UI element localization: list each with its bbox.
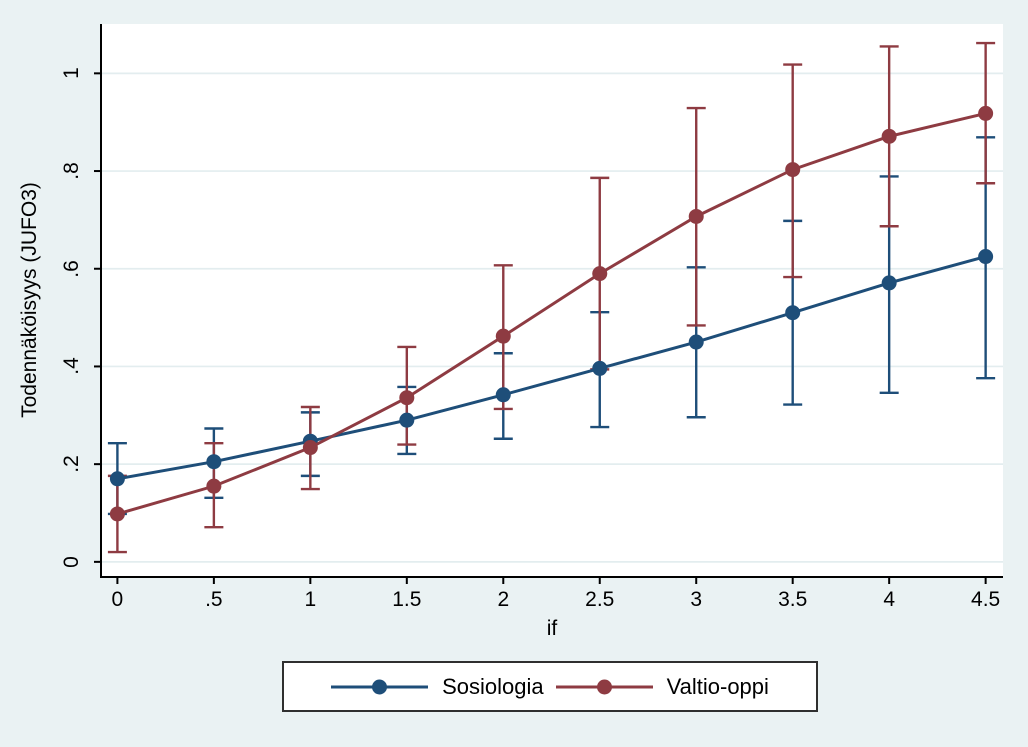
x-tick-label: 1.5 [392,588,422,611]
legend-marker-icon [596,679,612,694]
y-tick-label: .4 [60,357,83,376]
data-point-Valtio-oppi [881,128,897,144]
x-tick-label: 4.5 [971,588,1001,611]
data-point-Sosiologia [592,360,608,376]
data-point-Valtio-oppi [978,105,994,121]
data-point-Sosiologia [688,334,704,350]
y-tick-label: .6 [60,259,83,278]
y-tick-label: 1 [60,67,83,80]
x-tick-label: 2 [497,588,510,611]
x-tick-label: 1 [304,588,317,611]
data-point-Sosiologia [881,275,897,291]
y-tick-label: .2 [60,455,83,473]
data-point-Valtio-oppi [399,390,415,406]
series-line-Sosiologia [117,255,987,481]
data-point-Valtio-oppi [785,162,801,178]
x-tick-label: 3.5 [778,588,808,611]
x-tick-label: 2.5 [585,588,615,611]
legend-label-valtio-oppi: Valtio-oppi [666,673,769,699]
data-point-Valtio-oppi [206,478,222,494]
legend-item-valtio-oppi: Valtio-oppi [555,673,769,700]
legend-marker-icon [372,679,388,694]
data-point-Sosiologia [978,249,994,265]
x-tick-label: 0 [111,588,124,611]
series-line-Valtio-oppi [116,111,986,516]
legend-symbol-sosiologia-icon [331,679,429,694]
data-point-Valtio-oppi [688,208,704,224]
x-tick-label: 4 [883,588,895,611]
x-tick-label: 3 [690,588,703,611]
legend: Sosiologia Valtio-oppi [282,661,818,712]
data-point-Sosiologia [109,471,125,487]
data-point-Valtio-oppi [109,506,125,522]
x-tick-label: .5 [205,588,223,611]
legend-item-sosiologia: Sosiologia [331,674,544,700]
data-point-Valtio-oppi [495,328,511,344]
data-point-Sosiologia [495,387,511,403]
data-point-Sosiologia [206,454,222,470]
x-axis-title: if [546,617,558,640]
y-tick-label: .8 [60,162,83,180]
plot-area [101,24,1003,577]
data-point-Sosiologia [785,305,801,321]
data-point-Valtio-oppi [592,266,608,282]
legend-symbol-valtio-oppi-icon [555,679,653,694]
data-point-Valtio-oppi [302,440,318,456]
data-point-Sosiologia [399,412,415,428]
y-axis-title: Todennäköisyys (JUFO3) [18,182,41,418]
legend-label-sosiologia: Sosiologia [442,673,544,699]
y-tick-label: 0 [60,556,83,568]
